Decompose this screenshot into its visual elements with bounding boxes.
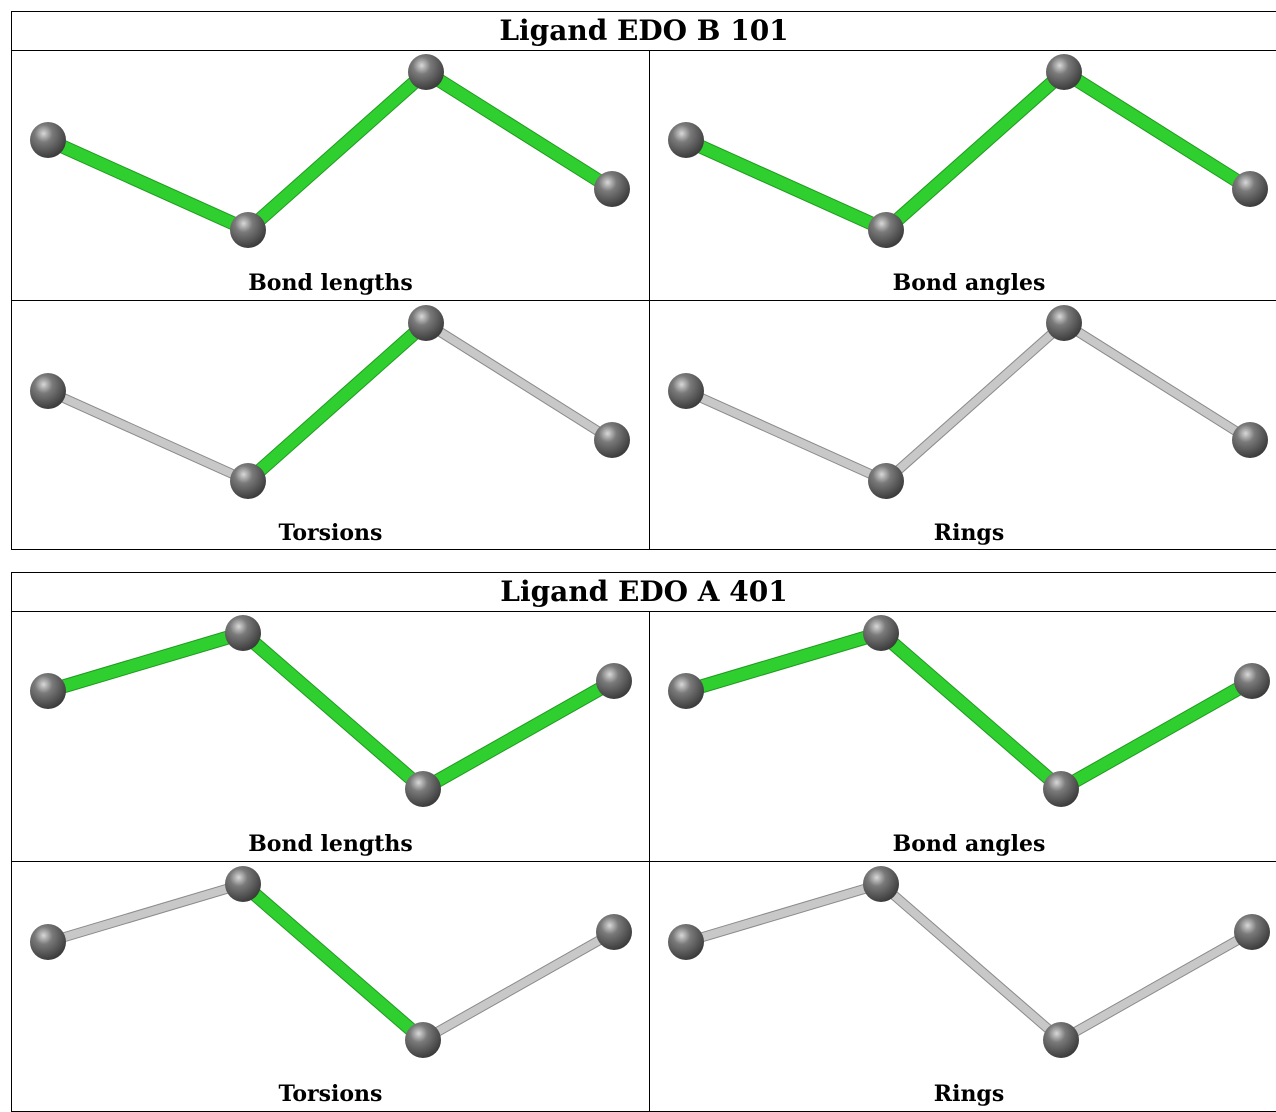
atom-sphere <box>405 771 441 807</box>
flagged-bond <box>242 66 432 236</box>
view-cell: Bond angles <box>650 611 1276 861</box>
atom-sphere <box>1043 771 1079 807</box>
atom-sphere <box>668 373 704 409</box>
flagged-bond <box>42 627 249 697</box>
view-cell: Rings <box>650 300 1276 550</box>
atom-sphere <box>668 924 704 960</box>
molecule-view <box>30 305 630 499</box>
view-cell: Bond lengths <box>12 50 650 300</box>
view-caption: Bond lengths <box>248 270 413 296</box>
view-caption: Torsions <box>278 1081 383 1107</box>
view-cell: Bond lengths <box>12 611 650 861</box>
atom-sphere <box>408 54 444 90</box>
flagged-bond <box>237 878 429 1046</box>
bond <box>422 319 616 444</box>
flagged-bond <box>1058 66 1256 195</box>
view-cell: Torsions <box>12 861 650 1111</box>
atom-sphere <box>230 463 266 499</box>
atom-sphere <box>405 1022 441 1058</box>
atom-sphere <box>596 663 632 699</box>
bond <box>44 387 252 485</box>
bond <box>1057 928 1256 1044</box>
atom-sphere <box>1043 1022 1079 1058</box>
bond <box>682 387 890 485</box>
flagged-bond <box>42 134 254 236</box>
flagged-bond <box>242 317 432 487</box>
view-caption: Bond angles <box>892 831 1046 857</box>
ligand-panel-2: Ligand EDO A 401 Bond lengths Bond angle… <box>11 572 1276 1112</box>
panel-title: Ligand EDO A 401 <box>12 573 1276 612</box>
atom-sphere <box>863 866 899 902</box>
molecule-view <box>668 54 1268 248</box>
atom-sphere <box>868 212 904 248</box>
molecule-view <box>668 305 1268 499</box>
atom-sphere <box>30 924 66 960</box>
flagged-bond <box>420 66 618 195</box>
atom-sphere <box>1046 305 1082 341</box>
bond <box>44 880 247 946</box>
atom-sphere <box>594 171 630 207</box>
atom-sphere <box>868 463 904 499</box>
atom-sphere <box>596 914 632 950</box>
molecule-view <box>30 866 632 1058</box>
atom-sphere <box>1234 914 1270 950</box>
view-caption: Bond lengths <box>248 831 413 857</box>
atom-sphere <box>30 122 66 158</box>
molecule-view <box>668 866 1270 1058</box>
flagged-bond <box>680 627 887 697</box>
ligand-panel-1: Ligand EDO B 101 Bond lengths Bond angle… <box>11 11 1276 550</box>
view-caption: Rings <box>933 520 1005 546</box>
flagged-bond <box>237 627 429 795</box>
atom-sphere <box>594 422 630 458</box>
bond <box>882 319 1068 485</box>
bond <box>877 880 1065 1044</box>
view-cell: Bond angles <box>650 50 1276 300</box>
bond <box>1060 319 1254 444</box>
bond <box>419 928 618 1044</box>
atom-sphere <box>1232 171 1268 207</box>
atom-sphere <box>30 373 66 409</box>
flagged-bond <box>880 66 1070 236</box>
flagged-bond <box>417 675 620 795</box>
atom-sphere <box>668 673 704 709</box>
atom-sphere <box>668 122 704 158</box>
atom-sphere <box>1046 54 1082 90</box>
atom-sphere <box>30 673 66 709</box>
view-caption: Rings <box>933 1081 1005 1107</box>
bond <box>682 880 885 946</box>
atom-sphere <box>225 866 261 902</box>
flagged-bond <box>680 134 892 236</box>
atom-sphere <box>225 615 261 651</box>
panel-title: Ligand EDO B 101 <box>12 12 1276 51</box>
atom-sphere <box>863 615 899 651</box>
molecule-view <box>668 615 1270 807</box>
atom-sphere <box>230 212 266 248</box>
atom-sphere <box>1232 422 1268 458</box>
view-cell: Rings <box>650 861 1276 1111</box>
flagged-bond <box>875 627 1067 795</box>
atom-sphere <box>408 305 444 341</box>
view-caption: Torsions <box>278 520 383 546</box>
view-cell: Torsions <box>12 300 650 550</box>
atom-sphere <box>1234 663 1270 699</box>
view-caption: Bond angles <box>892 270 1046 296</box>
flagged-bond <box>1055 675 1258 795</box>
molecule-view <box>30 54 630 248</box>
molecule-view <box>30 615 632 807</box>
